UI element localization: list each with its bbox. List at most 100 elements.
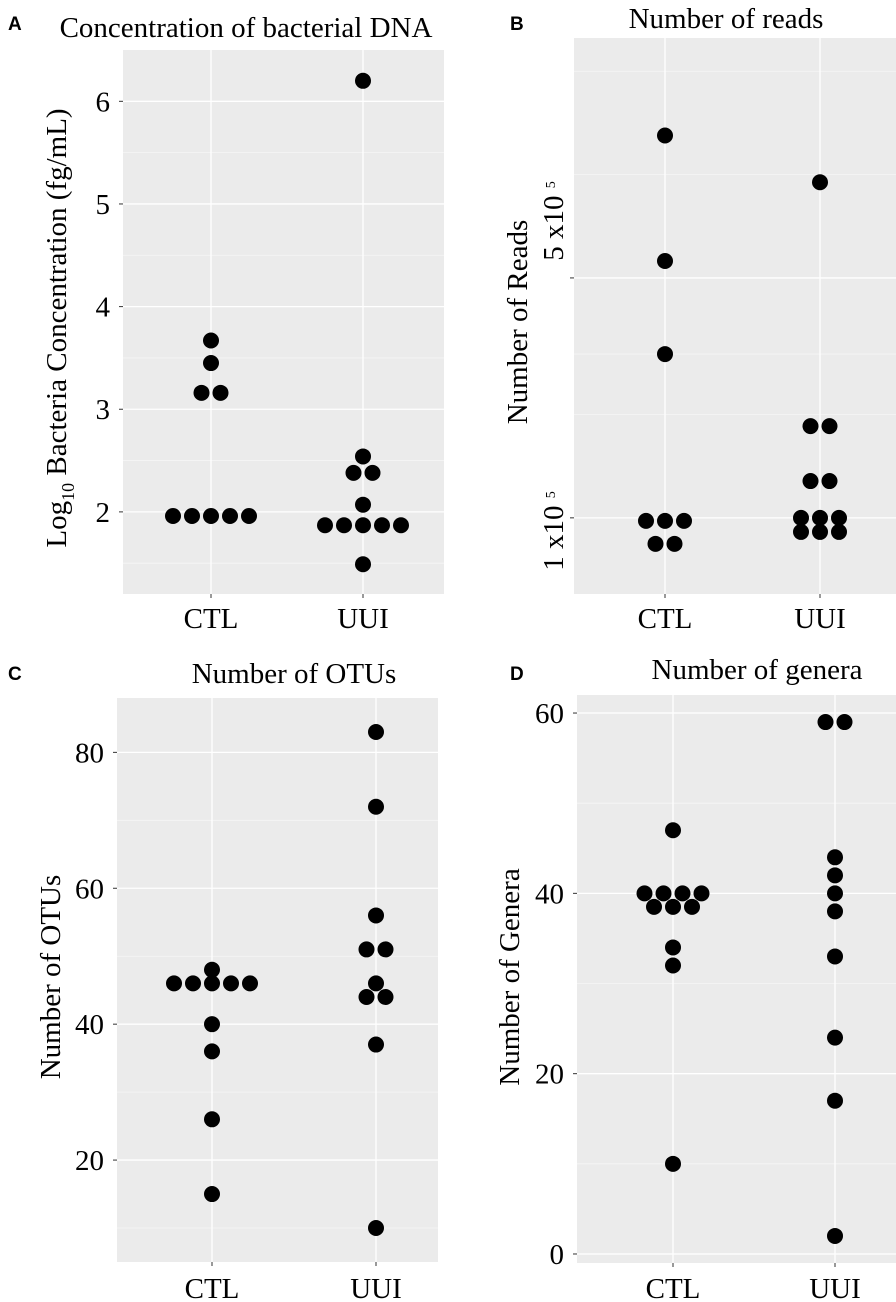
data-point <box>242 975 258 992</box>
data-point <box>241 507 257 524</box>
panel-a-x-ticks: CTL UUI <box>184 594 389 635</box>
y-tick-label: 60 <box>75 873 104 905</box>
data-point <box>203 507 219 524</box>
data-point <box>184 507 200 524</box>
data-point <box>368 975 384 992</box>
data-point <box>827 1029 843 1046</box>
x-tick-label: CTL <box>646 1273 701 1302</box>
y-tick-label: 3 <box>96 394 111 426</box>
data-point <box>817 714 834 731</box>
data-point <box>355 72 371 89</box>
x-tick-label: CTL <box>185 1273 240 1302</box>
x-tick-label: UUI <box>809 1273 861 1302</box>
data-point <box>676 512 692 529</box>
data-point <box>827 1227 843 1244</box>
y-tick-label: 60 <box>535 698 564 730</box>
panel-a-title: Concentration of bacterial DNA <box>60 12 433 44</box>
panel-d-points <box>636 714 853 1244</box>
data-point <box>793 523 809 540</box>
panel-b-ytick-1e5-base: 1 x10 <box>538 498 570 571</box>
x-tick-label: CTL <box>184 603 239 635</box>
data-point <box>204 1043 220 1060</box>
panel-letter-a: A <box>8 14 22 35</box>
x-tick-label: UUI <box>794 603 846 635</box>
data-point <box>674 885 691 902</box>
panel-c-title: Number of OTUs <box>192 658 397 690</box>
data-point <box>374 517 390 534</box>
data-point <box>204 975 220 992</box>
data-point <box>358 941 375 958</box>
panel-a-background <box>123 50 444 594</box>
y-tick-label: 20 <box>75 1145 104 1177</box>
data-point <box>831 509 847 526</box>
data-point <box>355 517 371 534</box>
x-tick-label: UUI <box>337 603 389 635</box>
data-point <box>204 1186 220 1203</box>
panel-a-y-ticks: 2 3 4 5 6 <box>96 86 123 529</box>
panel-a: A Concentration of bacterial DNA Log10 B… <box>8 12 444 635</box>
y-tick-label: 40 <box>75 1009 104 1041</box>
panel-b-points <box>638 127 847 552</box>
data-point <box>368 907 384 924</box>
data-point <box>665 1155 681 1172</box>
data-point <box>212 384 229 401</box>
data-point <box>657 512 673 529</box>
data-point <box>802 418 819 435</box>
data-point <box>368 798 384 815</box>
panel-a-ylabel-sub: 10 <box>58 483 78 501</box>
data-point <box>793 509 809 526</box>
x-tick-label: UUI <box>350 1273 402 1302</box>
data-point <box>368 1220 384 1237</box>
data-point <box>193 384 210 401</box>
data-point <box>693 885 710 902</box>
panel-b-title: Number of reads <box>629 3 824 35</box>
data-point <box>345 464 362 481</box>
panel-b-ytick-5e5-exp: 5 <box>544 181 559 188</box>
panel-c-y-ticks: 20 40 60 80 <box>75 737 117 1177</box>
panel-letter-d: D <box>510 664 524 685</box>
data-point <box>657 253 673 270</box>
data-point <box>655 885 672 902</box>
data-point <box>317 517 333 534</box>
data-point <box>166 975 182 992</box>
data-point <box>812 174 828 191</box>
data-point <box>657 127 673 144</box>
data-point <box>203 355 219 372</box>
data-point <box>222 507 238 524</box>
data-point <box>355 448 371 465</box>
data-point <box>665 898 681 915</box>
data-point <box>821 418 838 435</box>
data-point <box>638 512 654 529</box>
panel-d-background <box>577 695 896 1263</box>
data-point <box>355 556 371 573</box>
data-point <box>647 535 664 552</box>
panel-b-ytick-label-1e5: 1 x10 5 <box>538 491 570 571</box>
panel-d-grid <box>577 695 896 1263</box>
panel-a-ylabel: Log10 Bacteria Concentration (fg/mL) <box>41 108 78 547</box>
data-point <box>812 509 828 526</box>
panel-a-ylabel-pre: Log <box>41 501 73 548</box>
panel-d: D Number of genera Number of Genera 0 20 4… <box>494 654 896 1302</box>
panel-b: B Number of reads Number of Reads 1 x10 … <box>502 3 896 635</box>
data-point <box>827 867 843 884</box>
data-point <box>165 507 181 524</box>
data-point <box>836 714 853 731</box>
data-point <box>684 898 700 915</box>
panel-d-x-ticks: CTL UUI <box>646 1263 861 1302</box>
data-point <box>368 723 384 740</box>
panel-d-ylabel: Number of Genera <box>494 868 526 1086</box>
data-point <box>827 903 843 920</box>
data-point <box>185 975 201 992</box>
y-tick-label: 20 <box>535 1059 564 1091</box>
panel-c-background <box>117 698 438 1262</box>
panel-c: C Number of OTUs Number of OTUs 20 40 60 80… <box>8 658 438 1302</box>
y-tick-label: 4 <box>96 292 111 324</box>
panel-c-x-ticks: CTL UUI <box>185 1262 402 1302</box>
y-tick-label: 6 <box>96 86 111 118</box>
data-point <box>355 496 371 513</box>
data-point <box>657 346 673 363</box>
panel-b-x-ticks: CTL UUI <box>638 594 846 635</box>
panel-d-title: Number of genera <box>652 654 863 686</box>
data-point <box>358 988 375 1005</box>
